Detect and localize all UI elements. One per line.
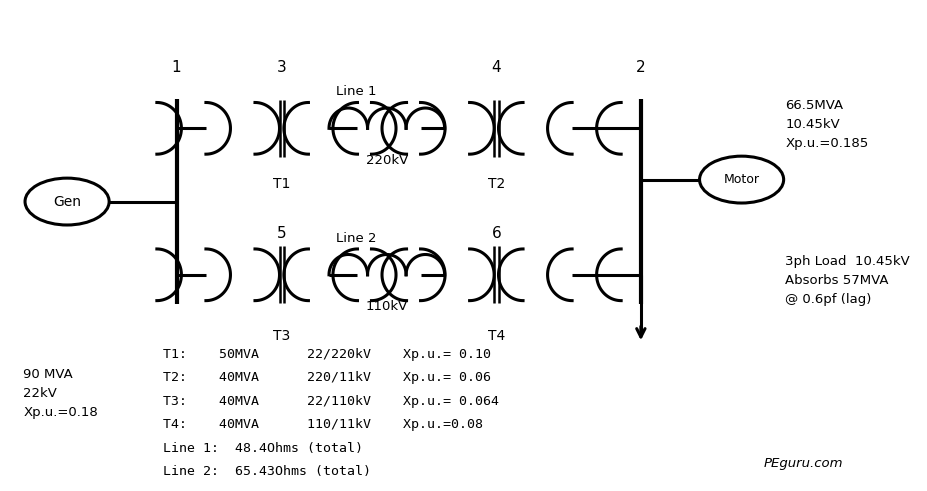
Text: 110kV: 110kV — [365, 300, 408, 313]
Text: 4: 4 — [491, 60, 501, 75]
Text: T2:    40MVA      220/11kV    Xp.u.= 0.06: T2: 40MVA 220/11kV Xp.u.= 0.06 — [163, 372, 491, 384]
Text: 5: 5 — [276, 226, 286, 241]
Text: 90 MVA
22kV
Xp.u.=0.18: 90 MVA 22kV Xp.u.=0.18 — [23, 368, 98, 418]
Text: Gen: Gen — [53, 194, 81, 209]
Text: Line 1:  48.4Ohms (total): Line 1: 48.4Ohms (total) — [163, 442, 363, 455]
Text: T1:    50MVA      22/220kV    Xp.u.= 0.10: T1: 50MVA 22/220kV Xp.u.= 0.10 — [163, 348, 491, 361]
Text: 6: 6 — [491, 226, 501, 241]
Text: 2: 2 — [635, 60, 645, 75]
Text: T4:    40MVA      110/11kV    Xp.u.=0.08: T4: 40MVA 110/11kV Xp.u.=0.08 — [163, 418, 483, 431]
Text: Line 2: Line 2 — [336, 232, 376, 245]
Text: 66.5MVA
10.45kV
Xp.u.=0.185: 66.5MVA 10.45kV Xp.u.=0.185 — [784, 99, 868, 150]
Text: 1: 1 — [171, 60, 181, 75]
Text: 3: 3 — [276, 60, 286, 75]
Text: T4: T4 — [488, 329, 504, 343]
Text: T3: T3 — [273, 329, 290, 343]
Text: Line 2:  65.43Ohms (total): Line 2: 65.43Ohms (total) — [163, 465, 371, 478]
Text: T2: T2 — [488, 177, 504, 191]
Text: Line 1: Line 1 — [336, 85, 376, 98]
Text: PEguru.com: PEguru.com — [763, 457, 842, 470]
Text: T1: T1 — [273, 177, 290, 191]
Text: 3ph Load  10.45kV
Absorbs 57MVA
@ 0.6pf (lag): 3ph Load 10.45kV Absorbs 57MVA @ 0.6pf (… — [784, 255, 909, 306]
Text: 220kV: 220kV — [365, 154, 408, 166]
Text: Motor: Motor — [723, 173, 759, 186]
Text: T3:    40MVA      22/110kV    Xp.u.= 0.064: T3: 40MVA 22/110kV Xp.u.= 0.064 — [163, 395, 499, 408]
